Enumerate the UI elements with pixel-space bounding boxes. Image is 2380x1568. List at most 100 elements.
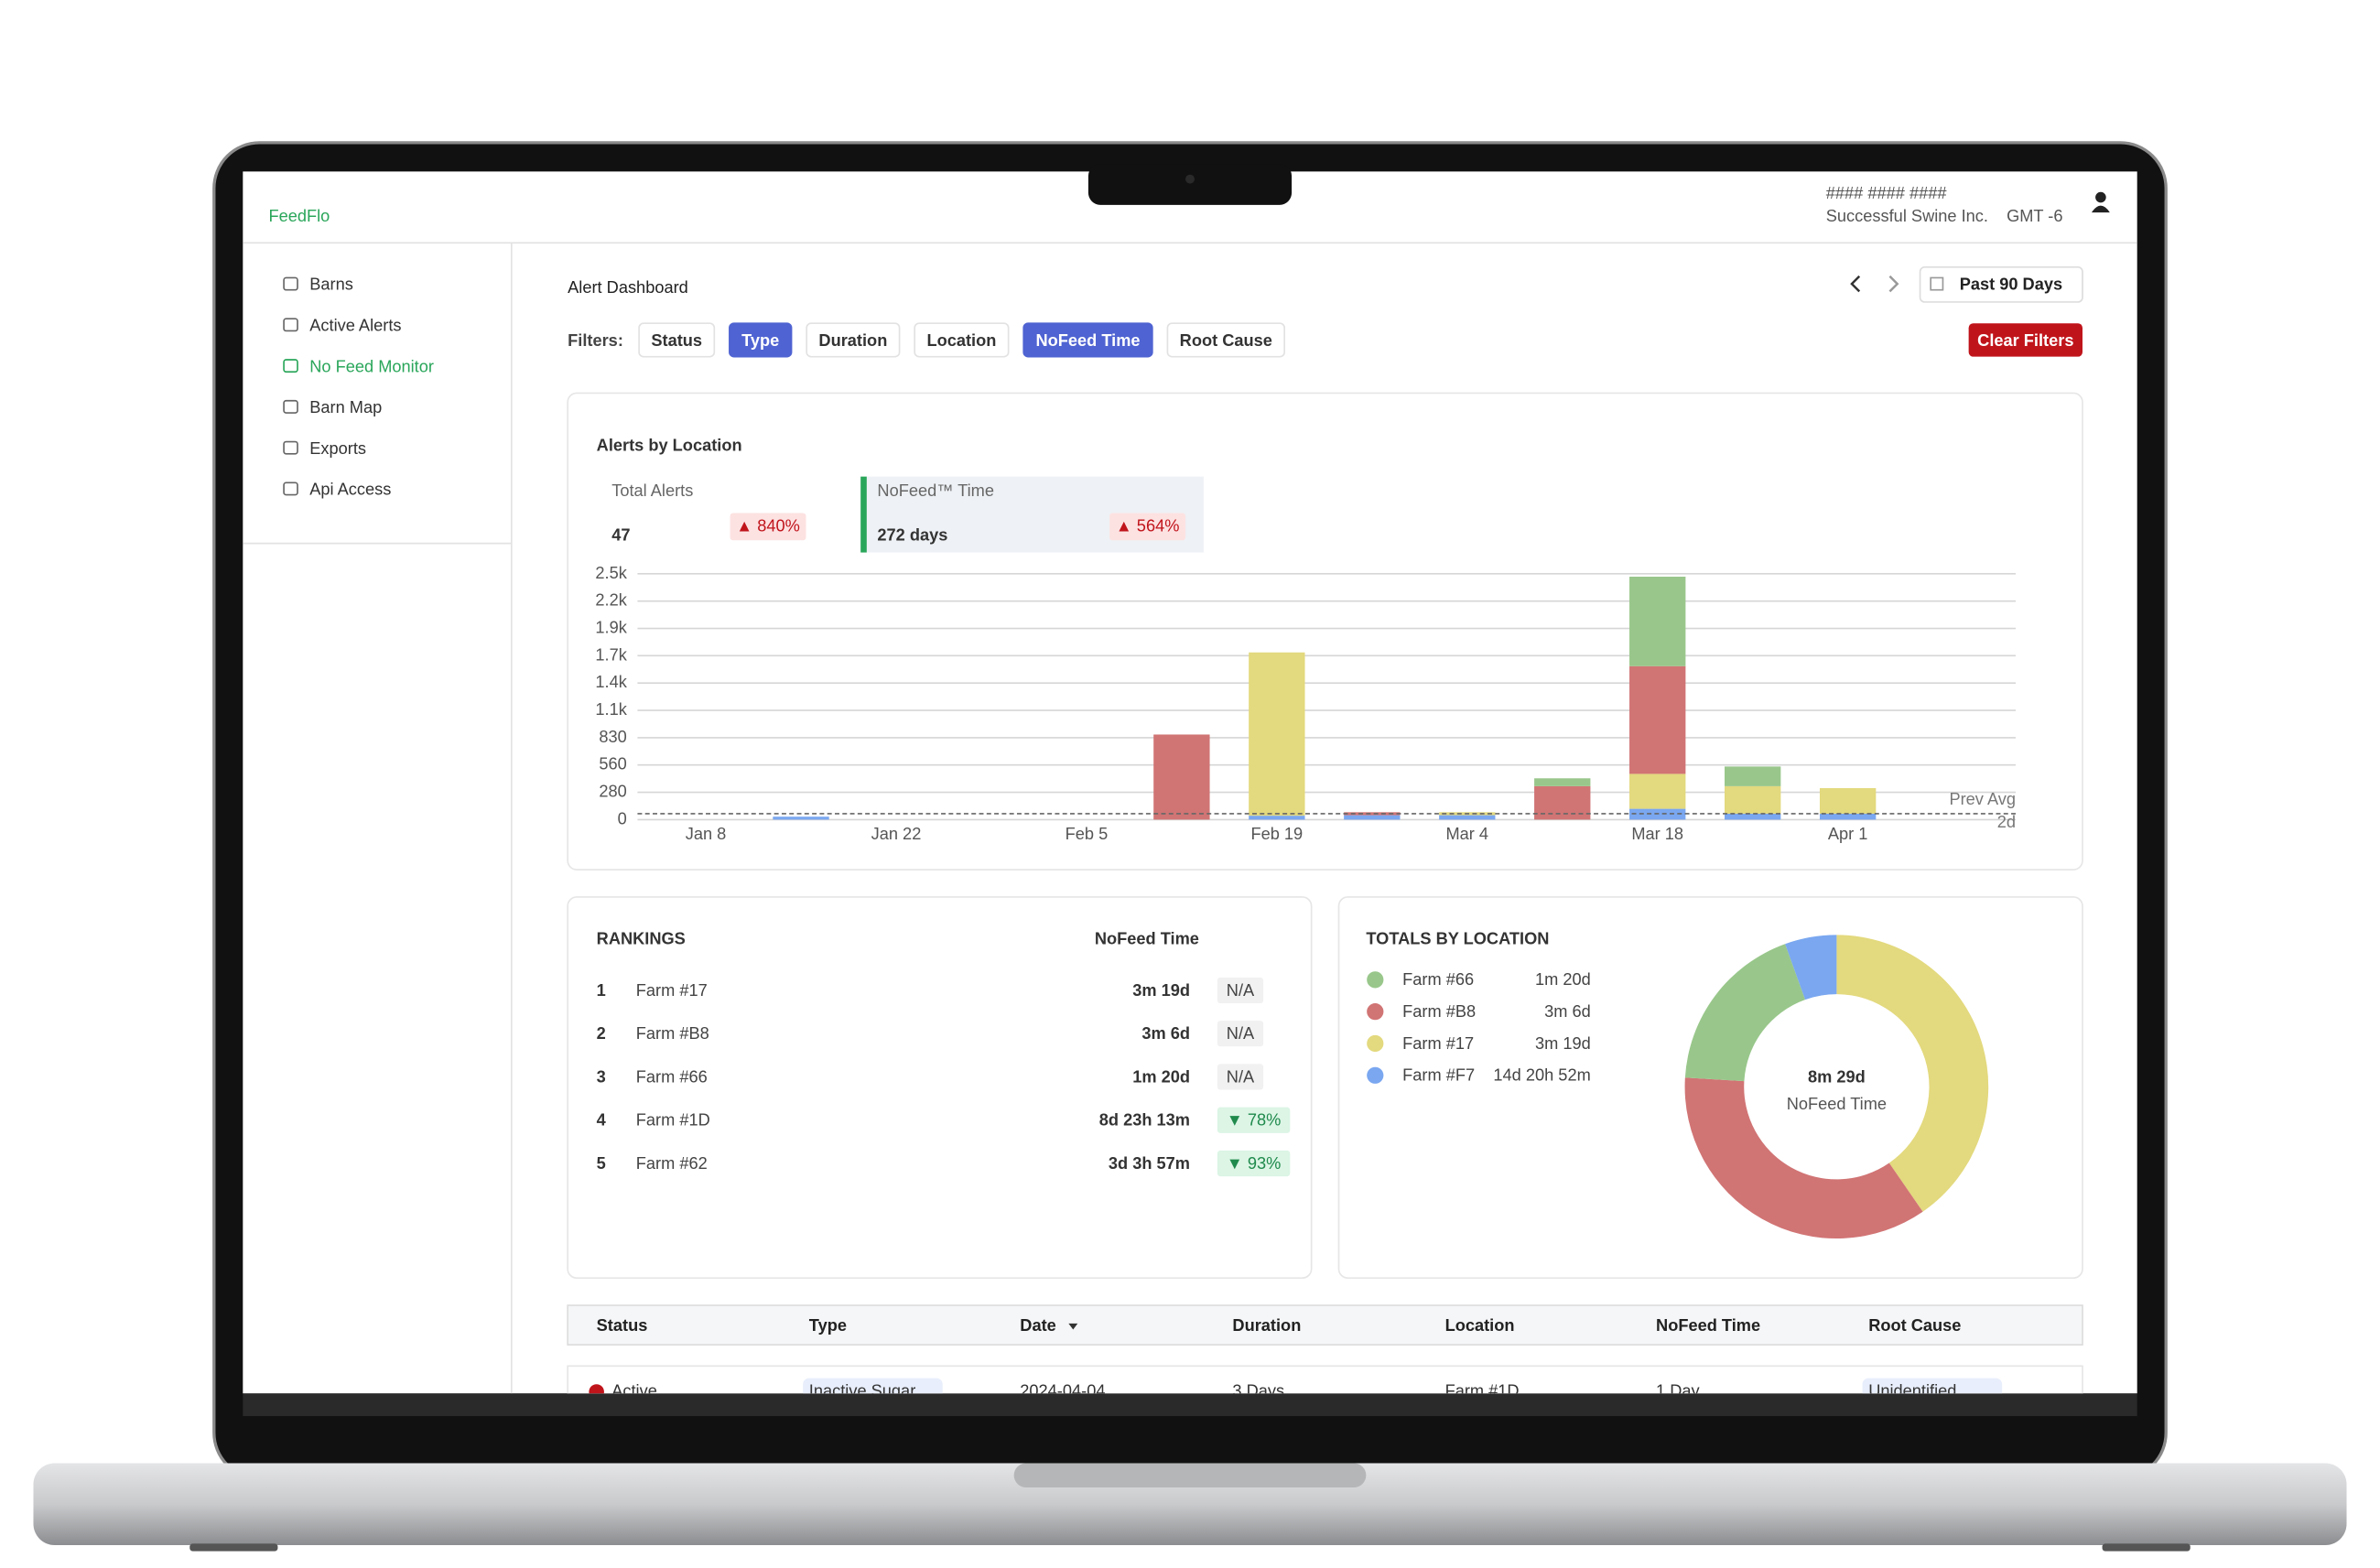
filter-label: Status bbox=[651, 330, 702, 350]
legend-swatch bbox=[1367, 1034, 1384, 1053]
foot bbox=[2102, 1543, 2191, 1552]
filters-label: Filters: bbox=[568, 330, 623, 350]
donut-center-label: NoFeed Time bbox=[1787, 1094, 1887, 1113]
prev-button[interactable] bbox=[1850, 275, 1861, 293]
kpi-value: 272 days bbox=[877, 524, 947, 544]
reference-label: Prev Avg bbox=[1949, 789, 2016, 808]
bar-segment bbox=[1725, 785, 1781, 814]
nav-item[interactable]: Barn Map bbox=[309, 397, 382, 416]
nav-item[interactable]: Barns bbox=[309, 275, 353, 294]
bar-segment bbox=[1344, 815, 1401, 820]
next-button[interactable] bbox=[1888, 275, 1899, 293]
filter-button[interactable] bbox=[638, 322, 716, 358]
kpi-change: ▲ 840% bbox=[736, 515, 800, 535]
bar-segment bbox=[773, 816, 829, 820]
column-header: Status bbox=[597, 1315, 648, 1335]
y-tick-label: 1.9k bbox=[595, 618, 627, 637]
farm: Farm #62 bbox=[636, 1153, 708, 1173]
filter-label: Root Cause bbox=[1180, 330, 1272, 350]
chart-title: Alerts by Location bbox=[597, 435, 742, 454]
change-badge bbox=[1217, 1107, 1291, 1133]
change: N/A bbox=[1227, 1023, 1255, 1043]
nav-item[interactable]: Api Access bbox=[309, 480, 391, 499]
rankings-card bbox=[567, 896, 1313, 1280]
bar-segment bbox=[1819, 788, 1877, 814]
nav-item[interactable]: Exports bbox=[309, 438, 366, 458]
filter-button[interactable] bbox=[914, 322, 1010, 358]
bar-segment bbox=[1153, 734, 1210, 820]
donut-segment bbox=[1684, 944, 1806, 1082]
legend-label: Farm #17 bbox=[1402, 1033, 1474, 1053]
nav-icon bbox=[283, 440, 298, 455]
bar-segment bbox=[1534, 785, 1591, 820]
legend-swatch bbox=[1367, 971, 1384, 989]
bar-segment bbox=[1629, 665, 1686, 774]
laptop-base bbox=[33, 1463, 2347, 1546]
filter-label: NoFeed Time bbox=[1035, 330, 1140, 350]
nav-item[interactable]: Active Alerts bbox=[309, 315, 401, 334]
camera-notch bbox=[1087, 164, 1293, 205]
x-tick-label: Feb 19 bbox=[1250, 824, 1303, 843]
clear-filters-button[interactable] bbox=[1968, 323, 2082, 357]
y-tick-label: 1.4k bbox=[595, 672, 627, 691]
bar-segment bbox=[1629, 773, 1686, 809]
change-badge bbox=[1217, 1150, 1291, 1177]
table-cell: Inactive Sugar bbox=[809, 1381, 915, 1400]
bar-segment bbox=[1819, 813, 1877, 820]
filter-button[interactable] bbox=[1022, 322, 1153, 358]
user-icon[interactable] bbox=[2091, 191, 2110, 213]
bar-segment bbox=[1439, 815, 1496, 820]
bar-segment bbox=[1725, 766, 1781, 786]
date-range-button[interactable] bbox=[1919, 266, 2083, 303]
legend-label: Farm #B8 bbox=[1402, 1001, 1476, 1021]
filter-button[interactable] bbox=[806, 322, 901, 358]
filter-label: Duration bbox=[818, 330, 887, 350]
column-header: Type bbox=[809, 1315, 847, 1335]
table-cell: 2024-04-04 bbox=[1020, 1381, 1105, 1400]
account-id: #### #### #### bbox=[1826, 183, 1948, 202]
foot bbox=[189, 1543, 278, 1552]
kpi-value: 47 bbox=[611, 524, 630, 544]
filter-label: Type bbox=[741, 330, 779, 350]
bar-segment bbox=[1344, 812, 1401, 816]
cell-pill bbox=[803, 1378, 943, 1394]
bar-segment bbox=[1629, 577, 1686, 666]
kpi-active-bar bbox=[860, 476, 867, 553]
reference-note: 2d bbox=[1997, 812, 2016, 831]
x-tick-label: Apr 1 bbox=[1828, 824, 1868, 843]
filter-button[interactable] bbox=[1166, 322, 1286, 358]
status-dot bbox=[589, 1384, 604, 1394]
legend-value: 1m 20d bbox=[1535, 969, 1591, 989]
column-header: Root Cause bbox=[1868, 1315, 1961, 1335]
filter-button[interactable] bbox=[729, 322, 793, 358]
table-header bbox=[567, 1304, 2083, 1346]
table-cell: 3 Days bbox=[1232, 1381, 1284, 1400]
nav-icon bbox=[283, 481, 298, 496]
kpi-label: Total Alerts bbox=[611, 481, 693, 500]
calendar-icon bbox=[1930, 276, 1944, 291]
farm: Farm #1D bbox=[636, 1110, 710, 1130]
rank: 3 bbox=[597, 1066, 606, 1086]
legend-swatch bbox=[1367, 1003, 1384, 1021]
kpi-badge bbox=[730, 513, 806, 541]
nofeed-time: 1m 20d bbox=[1132, 1066, 1190, 1086]
change-badge bbox=[1217, 1021, 1264, 1047]
y-tick-label: 1.7k bbox=[595, 644, 627, 664]
donut-center-value: 8m 29d bbox=[1808, 1066, 1866, 1086]
donut-segment bbox=[1785, 935, 1837, 1000]
rank: 1 bbox=[597, 980, 606, 1000]
legend-value: 14d 20h 52m bbox=[1493, 1065, 1590, 1085]
totals-title: TOTALS BY LOCATION bbox=[1366, 928, 1549, 947]
column-header: NoFeed Time bbox=[1656, 1315, 1760, 1335]
nav-icon bbox=[283, 318, 298, 332]
bar-segment bbox=[1249, 816, 1305, 820]
y-tick-label: 1.1k bbox=[595, 699, 627, 719]
nav-item[interactable]: No Feed Monitor bbox=[309, 356, 434, 375]
change-badge bbox=[1217, 1064, 1264, 1090]
table-cell: Farm #1D bbox=[1445, 1381, 1520, 1400]
sort-icon[interactable] bbox=[1068, 1323, 1078, 1330]
y-tick-label: 0 bbox=[618, 808, 627, 827]
rank: 5 bbox=[597, 1153, 606, 1173]
legend-label: Farm #F7 bbox=[1402, 1065, 1475, 1085]
